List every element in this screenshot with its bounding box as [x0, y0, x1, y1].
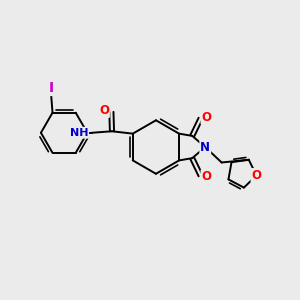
Text: O: O: [251, 169, 262, 182]
Text: O: O: [99, 104, 109, 117]
Text: N: N: [200, 140, 210, 154]
Text: NH: NH: [70, 128, 88, 138]
Text: O: O: [202, 170, 212, 183]
Text: O: O: [202, 111, 212, 124]
Text: I: I: [49, 81, 54, 95]
